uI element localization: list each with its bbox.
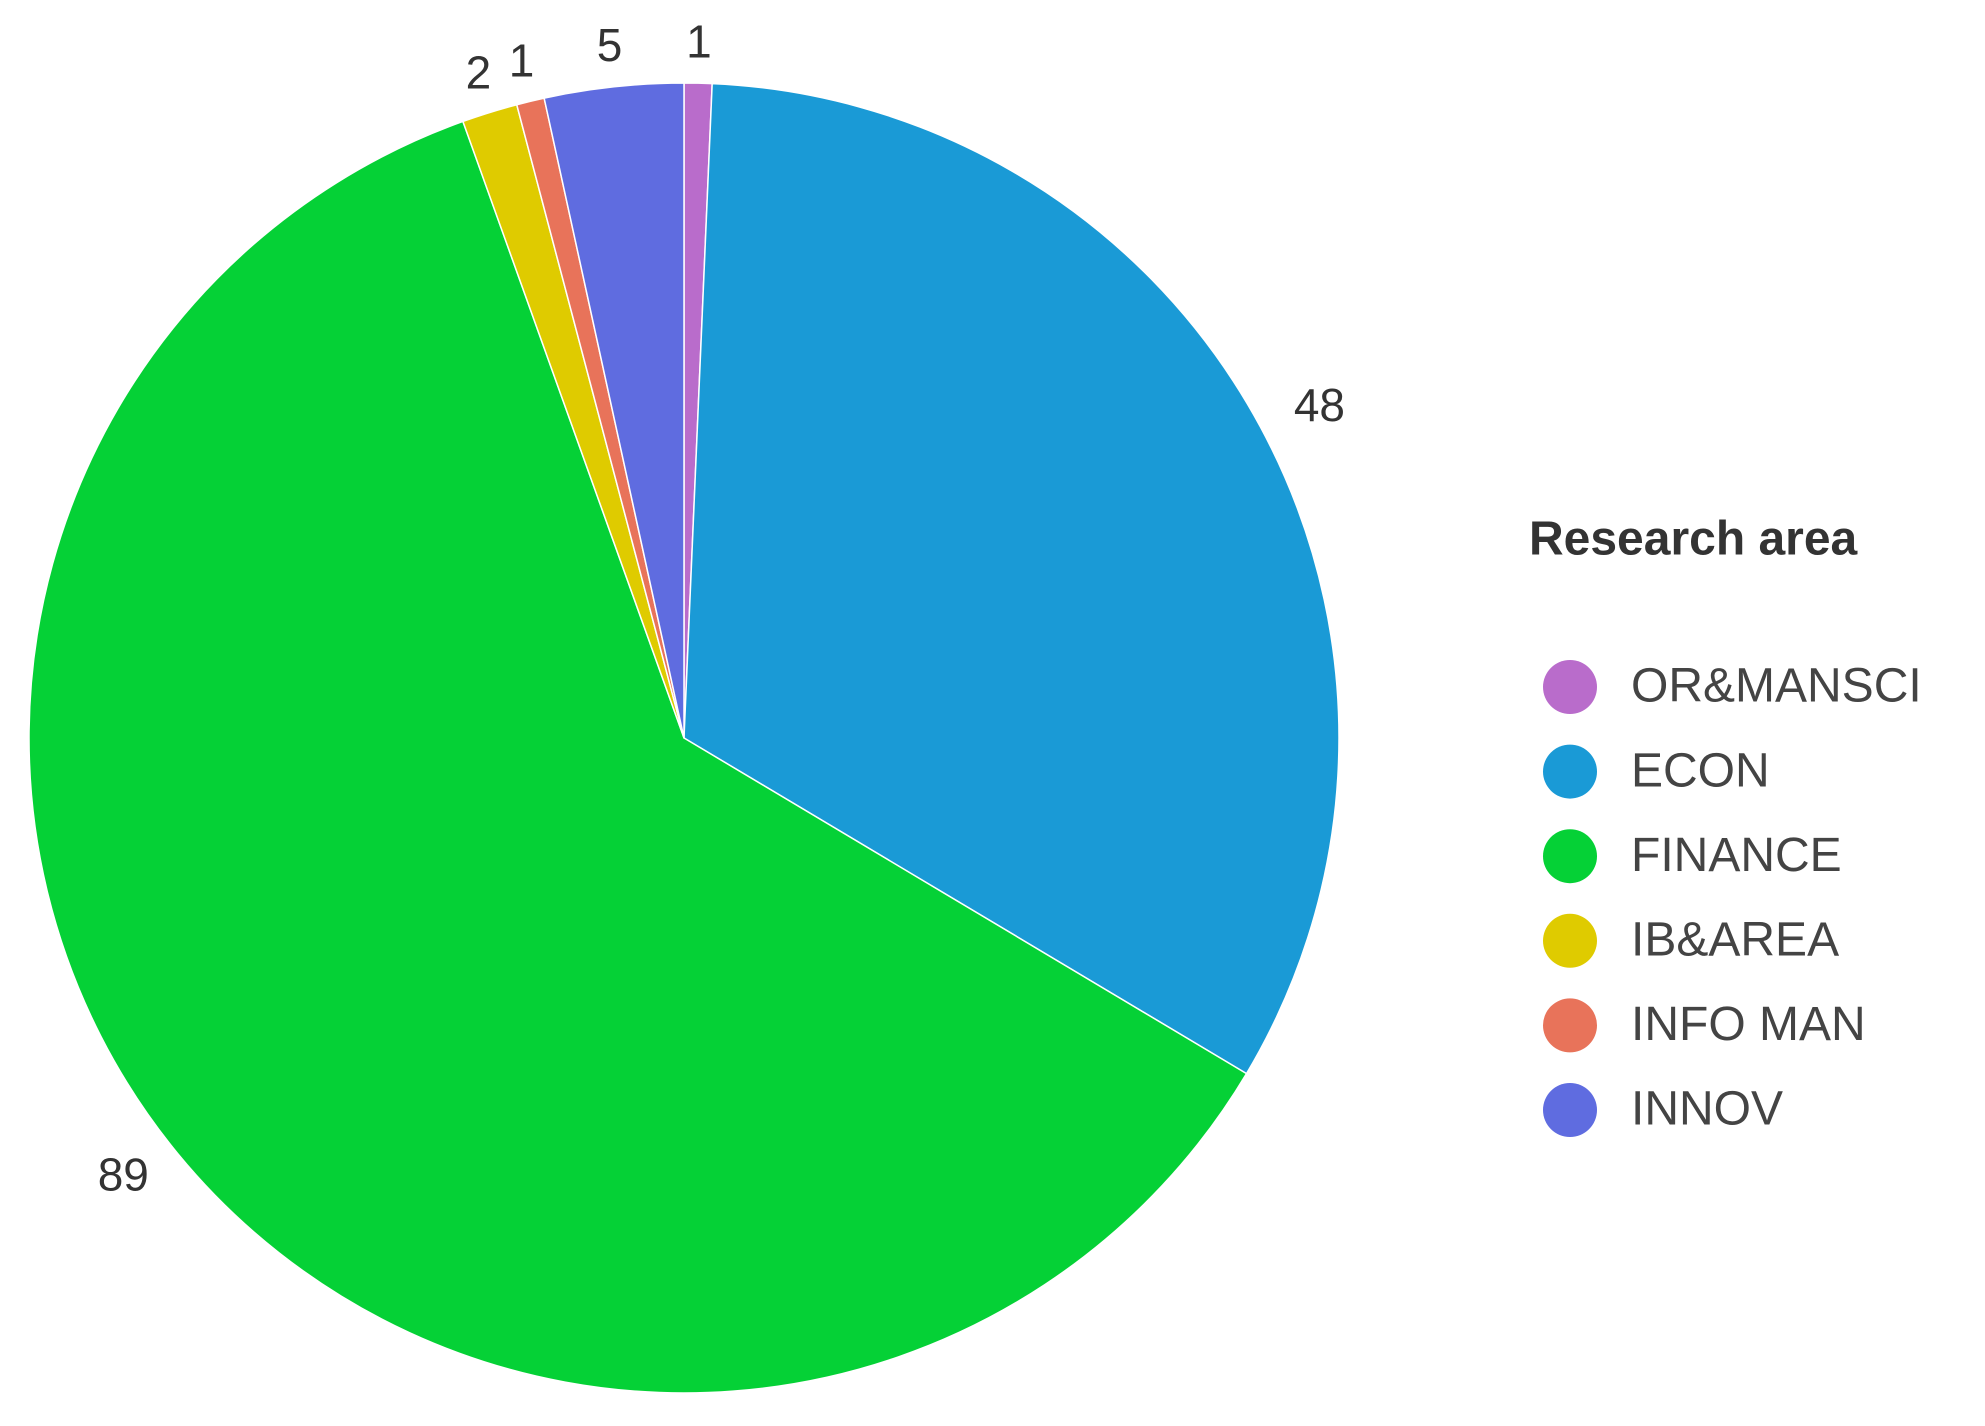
legend-marker bbox=[1543, 660, 1597, 714]
pie-slice bbox=[28, 120, 1248, 1394]
data-label: 89 bbox=[98, 1149, 149, 1201]
data-label: 48 bbox=[1294, 379, 1345, 431]
legend-label: ECON bbox=[1631, 744, 1770, 797]
legend-label: OR&MANSCI bbox=[1631, 660, 1922, 713]
data-label: 2 bbox=[466, 46, 492, 98]
legend-marker bbox=[1543, 744, 1597, 799]
data-label: 5 bbox=[597, 19, 623, 71]
data-label: 1 bbox=[686, 15, 712, 67]
legend-marker bbox=[1543, 1083, 1597, 1137]
pie-slice bbox=[683, 82, 1340, 1075]
legend-label: IB&AREA bbox=[1631, 913, 1839, 966]
legend-title: Research area bbox=[1529, 513, 1858, 566]
legend-marker bbox=[1543, 913, 1597, 968]
legend-label: FINANCE bbox=[1631, 829, 1842, 882]
legend-marker bbox=[1543, 829, 1597, 884]
data-label: 1 bbox=[509, 34, 535, 86]
pie-slice bbox=[543, 82, 685, 739]
legend-label: INFO MAN bbox=[1631, 998, 1866, 1051]
legend-marker bbox=[1543, 998, 1597, 1053]
legend-label: INNOV bbox=[1631, 1083, 1783, 1136]
